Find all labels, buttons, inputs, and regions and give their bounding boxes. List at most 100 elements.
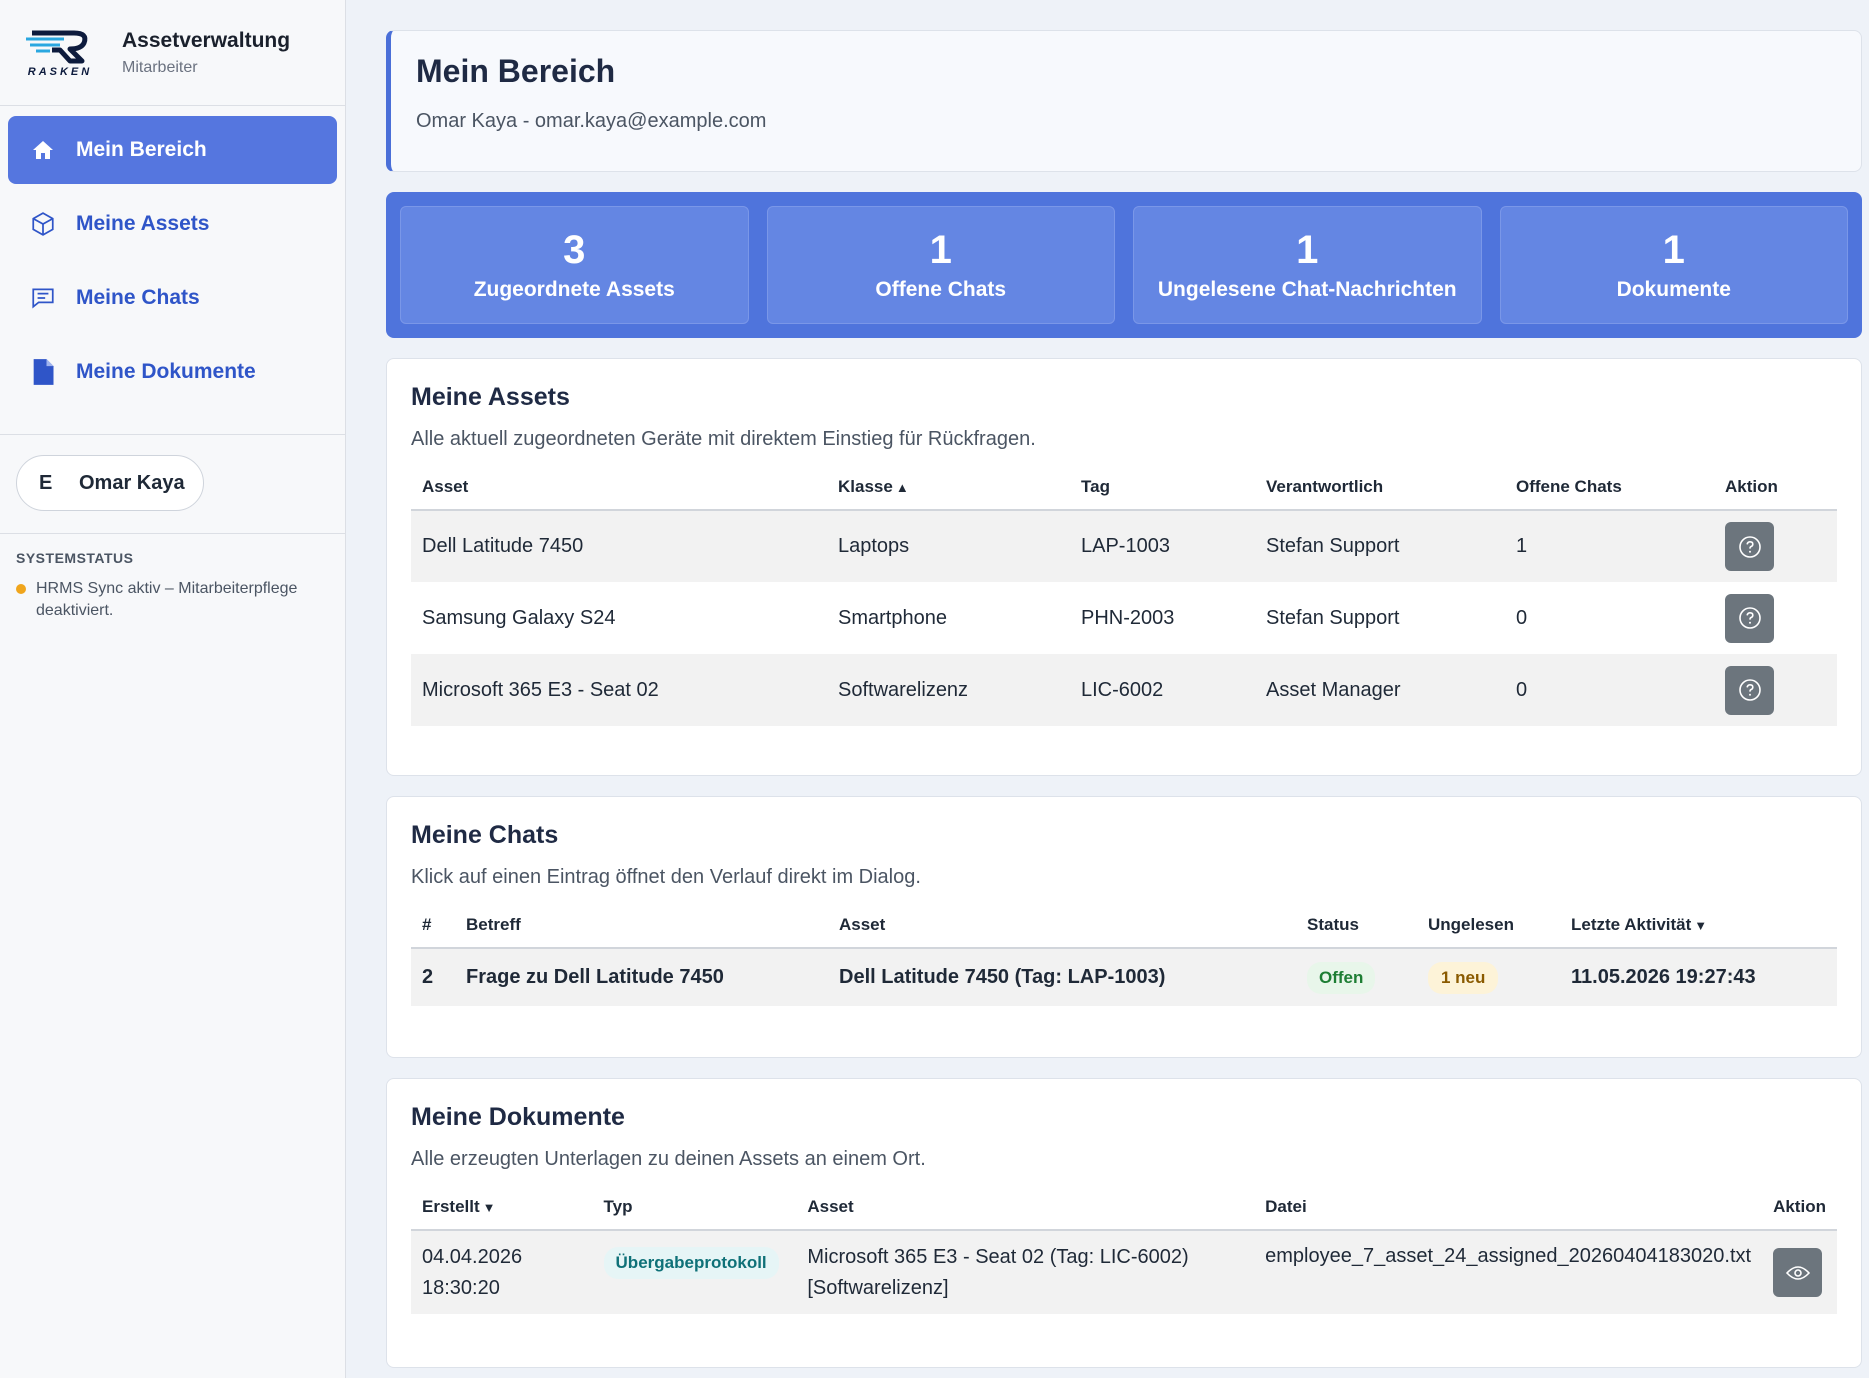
column-header-asset[interactable]: Asset (411, 477, 827, 511)
column-header-letzte-aktivitaet[interactable]: Letzte Aktivität ▼ (1560, 915, 1837, 949)
unread-badge: 1 neu (1428, 961, 1499, 994)
column-header-aktion: Aktion (1714, 477, 1837, 511)
sidebar-item-label: Meine Assets (76, 212, 210, 235)
column-header-erstellt[interactable]: Erstellt ▼ (411, 1197, 593, 1231)
sidebar-item-label: Meine Dokumente (76, 360, 256, 383)
cell-offene-chats: 0 (1516, 606, 1528, 629)
sidebar: RASKEN Assetverwaltung Mitarbeiter Mein … (0, 0, 346, 1378)
column-header-betreff[interactable]: Betreff (455, 915, 828, 949)
cell-verantwortlich: Asset Manager (1266, 678, 1401, 701)
cell-klasse: Smartphone (838, 606, 947, 629)
cell-klasse: Laptops (838, 535, 910, 557)
cell-datei: employee_7_asset_24_assigned_20260404183… (1265, 1245, 1752, 1267)
stat-label: Ungelesene Chat-Nachrichten (1157, 278, 1457, 301)
logo[interactable]: RASKEN (16, 25, 104, 81)
type-badge: Übergabeprotokoll (603, 1247, 779, 1279)
column-header-offene-chats[interactable]: Offene Chats (1505, 477, 1714, 511)
chats-section: Meine Chats Klick auf einen Eintrag öffn… (386, 796, 1862, 1058)
column-header-status[interactable]: Status (1296, 915, 1417, 949)
column-header-asset[interactable]: Asset (828, 915, 1296, 949)
assets-section: Meine Assets Alle aktuell zugeordneten G… (386, 358, 1862, 776)
assets-table: Asset Klasse ▲ Tag Verantwortlich Offene … (411, 477, 1837, 726)
cell-time: 18:30:20 (422, 1276, 500, 1299)
chat-row[interactable]: 2 Frage zu Dell Latitude 7450 Dell Latit… (411, 948, 1837, 1006)
section-title: Meine Chats (411, 821, 559, 849)
stat-value: 1 (929, 228, 952, 272)
column-header-verantwortlich[interactable]: Verantwortlich (1255, 477, 1505, 511)
page-title: Mein Bereich (416, 53, 616, 89)
column-header-aktion: Aktion (1762, 1197, 1837, 1231)
system-status-text: HRMS Sync aktiv – Mitarbeiterpflege deak… (36, 580, 298, 619)
column-header-tag[interactable]: Tag (1070, 477, 1255, 511)
column-header-typ[interactable]: Typ (592, 1197, 797, 1231)
document-row: 04.04.2026 18:30:20 Übergabeprotokoll Mic… (411, 1230, 1837, 1314)
view-document-button[interactable] (1773, 1248, 1823, 1297)
sidebar-item-mein-bereich[interactable]: Mein Bereich (8, 116, 337, 184)
cell-tag: LIC-6002 (1081, 678, 1164, 701)
stat-unread-messages: 1 Ungelesene Chat-Nachrichten (1133, 206, 1482, 324)
app-role: Mitarbeiter (122, 58, 198, 76)
document-icon (28, 357, 58, 387)
logo-mark-icon (26, 30, 88, 64)
cell-asset: Samsung Galaxy S24 (422, 606, 616, 629)
main-content: Mein Bereich Omar Kaya - omar.kaya@examp… (386, 30, 1862, 1368)
chat-icon (28, 283, 58, 313)
user-initial: E (39, 471, 53, 494)
ask-question-button[interactable] (1725, 593, 1774, 643)
column-header-klasse[interactable]: Klasse ▲ (827, 477, 1070, 511)
documents-section: Meine Dokumente Alle erzeugten Unterlage… (386, 1078, 1862, 1368)
column-header-id[interactable]: # (411, 915, 455, 949)
cell-id: 2 (422, 966, 434, 988)
box-icon (28, 209, 58, 239)
column-header-asset[interactable]: Asset (796, 1197, 1255, 1231)
cell-date: 04.04.2026 (422, 1245, 523, 1268)
logo-text: RASKEN (27, 66, 93, 78)
cell-klasse: Softwarelizenz (838, 678, 969, 701)
stat-assets: 3 Zugeordnete Assets (400, 206, 749, 324)
cell-offene-chats: 0 (1516, 678, 1528, 701)
question-icon (1738, 679, 1761, 701)
cell-tag: LAP-1003 (1081, 535, 1170, 557)
cell-letzte-aktivitaet: 11.05.2026 19:27:43 (1571, 966, 1756, 988)
cell-betreff: Frage zu Dell Latitude 7450 (466, 966, 724, 988)
cell-tag: PHN-2003 (1081, 606, 1175, 629)
system-status: SYSTEMSTATUS HRMS Sync aktiv – Mitarbeit… (0, 534, 345, 638)
cell-offene-chats: 1 (1516, 535, 1528, 557)
stat-open-chats: 1 Offene Chats (766, 206, 1115, 324)
stat-label: Zugeordnete Assets (473, 278, 675, 301)
stat-value: 1 (1296, 228, 1319, 272)
home-icon (28, 135, 58, 165)
user-menu-button[interactable]: E Omar Kaya (16, 455, 204, 511)
system-status-title: SYSTEMSTATUS (16, 550, 134, 566)
user-name: Omar Kaya (79, 471, 185, 494)
sort-desc-icon: ▼ (482, 1200, 496, 1215)
sidebar-item-label: Mein Bereich (76, 138, 207, 161)
sidebar-item-label: Meine Chats (76, 286, 200, 309)
sidebar-item-meine-chats[interactable]: Meine Chats (8, 264, 337, 332)
sidebar-item-meine-dokumente[interactable]: Meine Dokumente (8, 338, 337, 406)
cell-asset: Dell Latitude 7450 (Tag: LAP-1003) (839, 966, 1166, 988)
cell-asset: Microsoft 365 E3 - Seat 02 (422, 678, 659, 701)
app-title: Assetverwaltung (122, 28, 291, 52)
sort-desc-icon: ▼ (1694, 918, 1708, 933)
section-title: Meine Dokumente (411, 1103, 625, 1131)
section-description: Alle aktuell zugeordneten Geräte mit dir… (411, 428, 1036, 450)
table-row: Dell Latitude 7450 Laptops LAP-1003 Stef… (411, 510, 1837, 582)
section-description: Klick auf einen Eintrag öffnet den Verla… (411, 866, 921, 888)
table-row: Samsung Galaxy S24 Smartphone PHN-2003 S… (411, 582, 1837, 654)
cell-verantwortlich: Stefan Support (1266, 535, 1400, 557)
stat-documents: 1 Dokumente (1499, 206, 1848, 324)
column-header-datei[interactable]: Datei (1254, 1197, 1763, 1231)
section-title: Meine Assets (411, 383, 570, 411)
ask-question-button[interactable] (1725, 665, 1774, 715)
page-header: Mein Bereich Omar Kaya - omar.kaya@examp… (386, 30, 1862, 172)
cell-verantwortlich: Stefan Support (1266, 606, 1400, 629)
question-icon (1738, 535, 1761, 558)
ask-question-button[interactable] (1725, 522, 1774, 571)
status-badge: Offen (1307, 961, 1376, 994)
sidebar-item-meine-assets[interactable]: Meine Assets (8, 190, 337, 258)
stat-value: 3 (563, 228, 586, 272)
stat-label: Dokumente (1616, 278, 1731, 301)
eye-icon (1785, 1265, 1810, 1280)
column-header-ungelesen[interactable]: Ungelesen (1417, 915, 1560, 949)
